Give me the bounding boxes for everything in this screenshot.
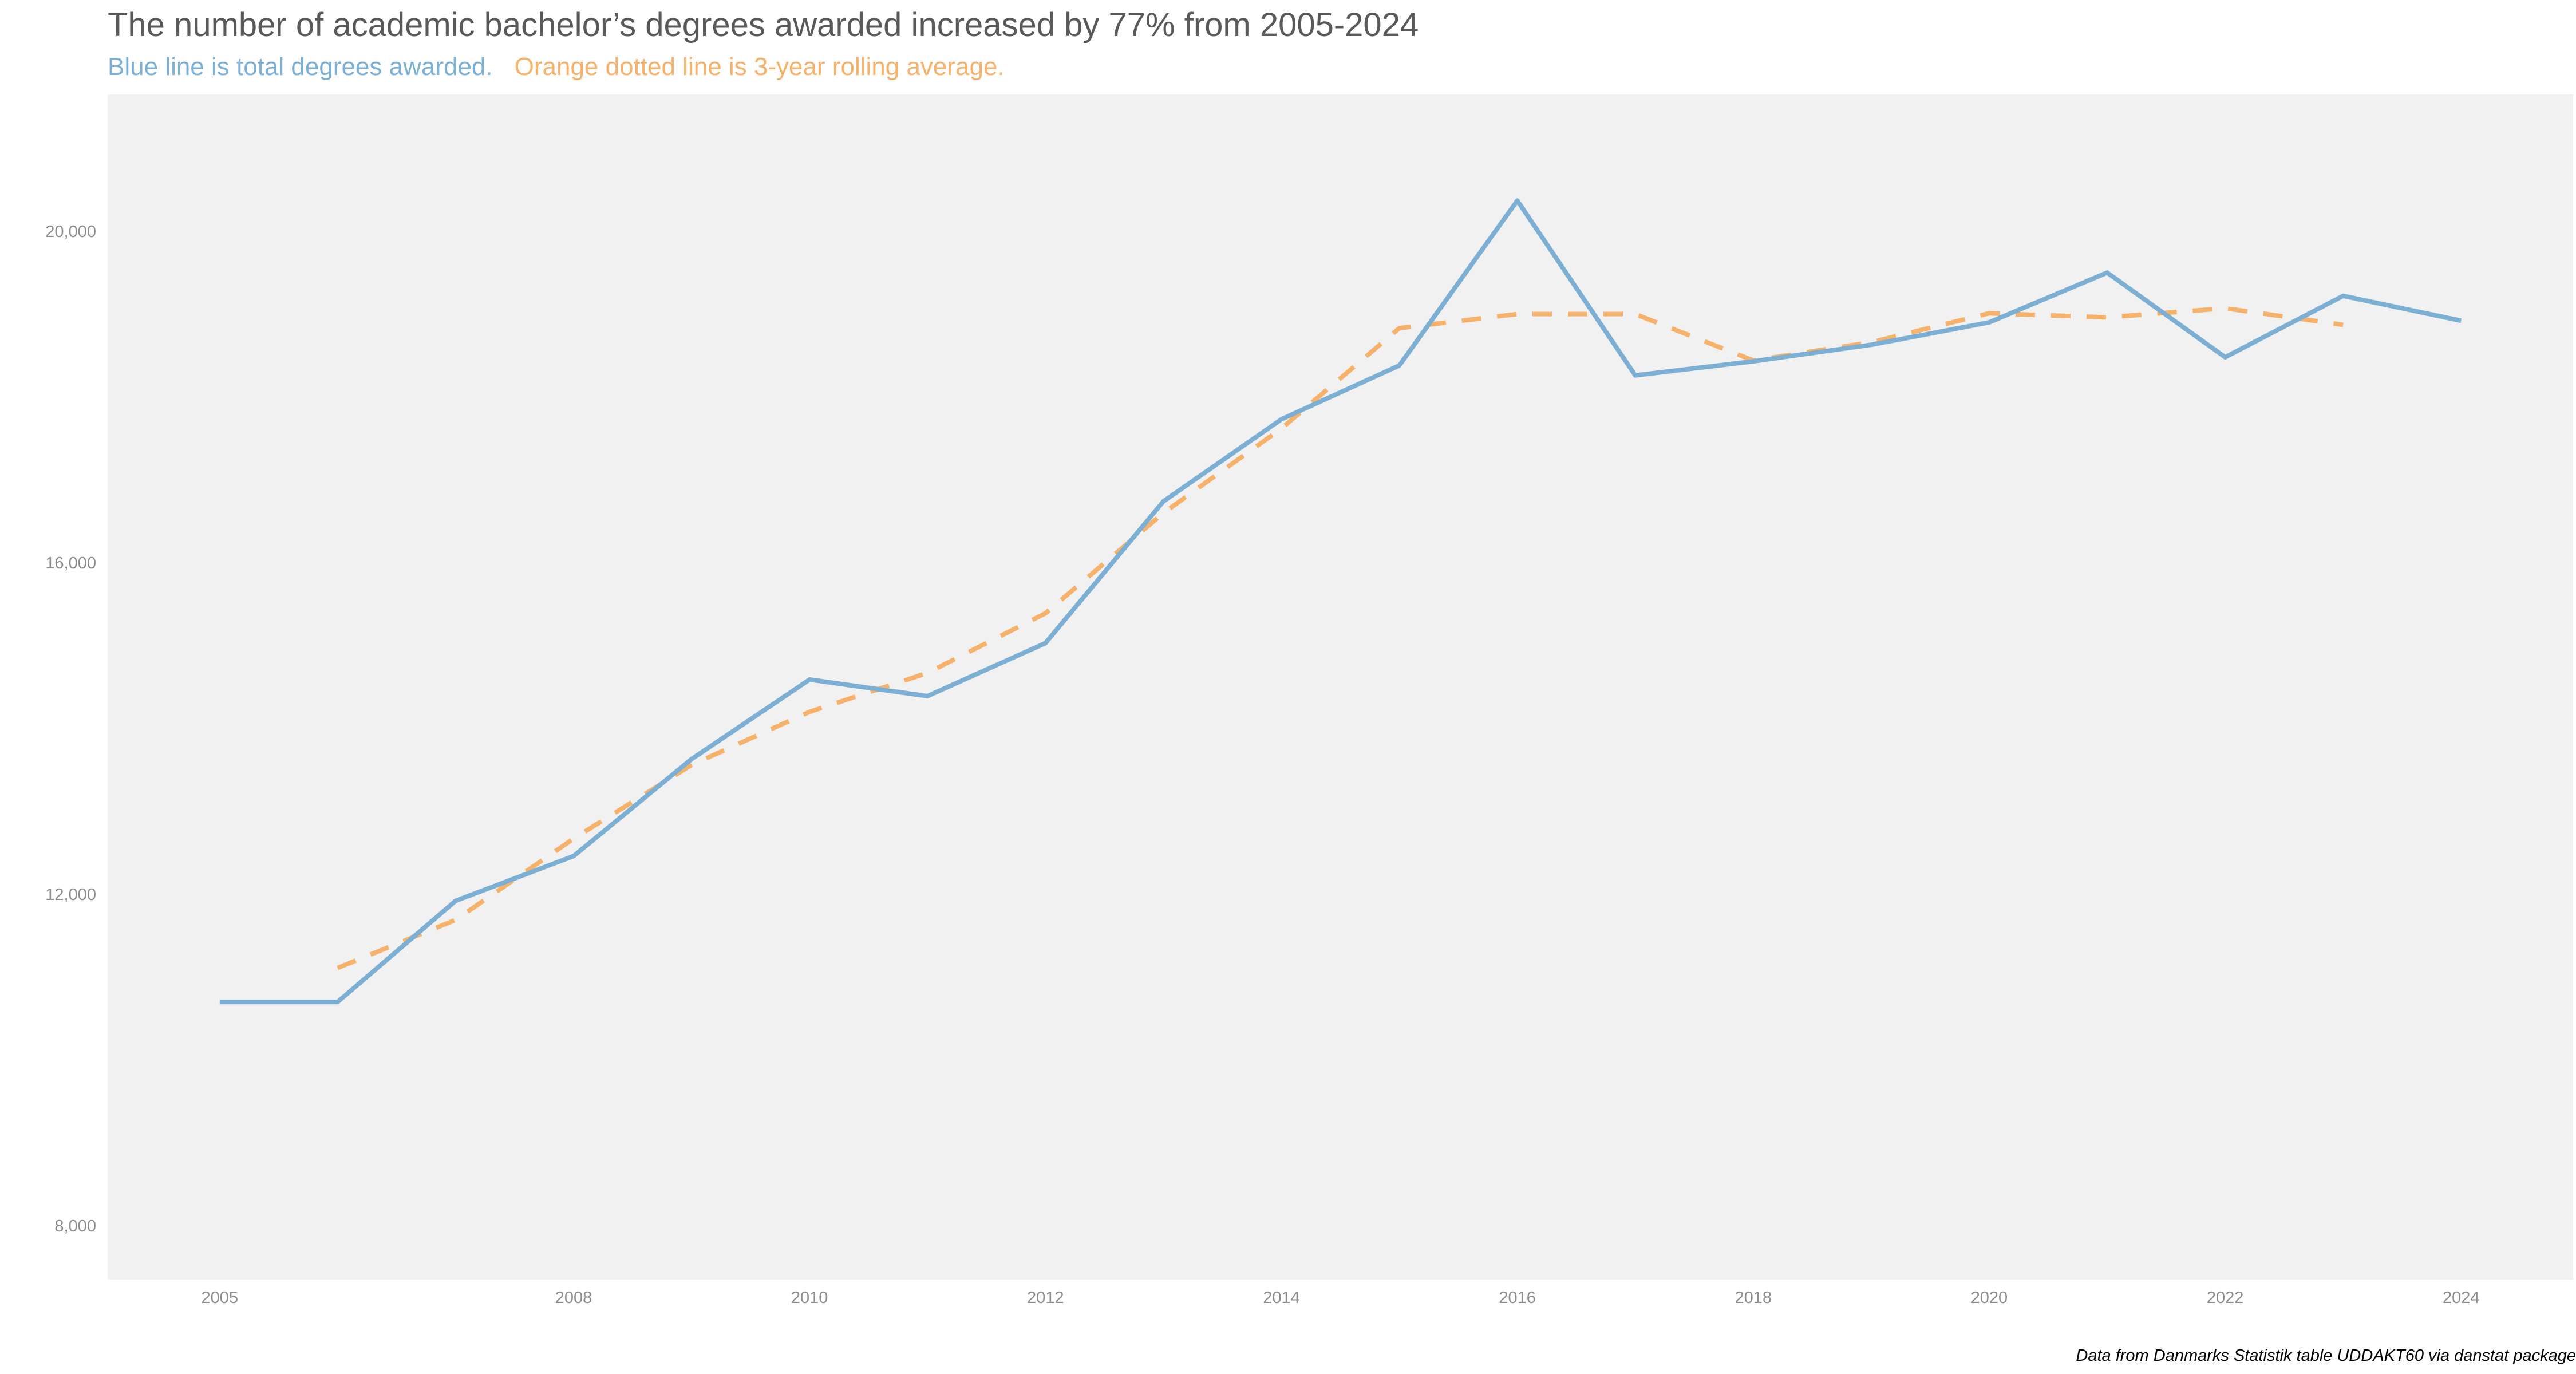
subtitle-rolling-average: Orange dotted line is 3-year rolling ave…	[514, 53, 1005, 81]
x-tick-label: 2014	[1263, 1289, 1300, 1307]
x-tick-label: 2005	[202, 1289, 239, 1307]
y-tick-label: 12,000	[45, 886, 96, 904]
total-degrees-line	[219, 198, 2462, 1005]
x-tick-label: 2018	[1735, 1289, 1772, 1307]
y-tick-label: 8,000	[54, 1217, 96, 1235]
x-tick-label: 2024	[2443, 1289, 2480, 1307]
x-tick-label: 2012	[1027, 1289, 1064, 1307]
y-tick-label: 16,000	[45, 554, 96, 572]
series-layer	[219, 198, 2462, 1005]
x-tick-label: 2008	[555, 1289, 592, 1307]
plot-panel	[108, 94, 2573, 1280]
y-tick-label: 20,000	[45, 223, 96, 241]
x-tick-label: 2016	[1499, 1289, 1536, 1307]
x-axis: 2005 2008 2010 2012 2014 2016 2018 2020 2022 2024	[202, 1289, 2480, 1307]
x-tick-label: 2020	[1971, 1289, 2008, 1307]
x-tick-label: 2010	[791, 1289, 828, 1307]
x-tick-label: 2022	[2207, 1289, 2244, 1307]
y-axis: 8,000 12,000 16,000 20,000	[45, 223, 96, 1235]
rolling-average-line	[337, 306, 2344, 970]
chart-subtitle: Blue line is total degrees awarded. Orang…	[108, 53, 1005, 81]
chart-title: The number of academic bachelor’s degree…	[108, 6, 1419, 44]
subtitle-total-degrees: Blue line is total degrees awarded.	[108, 53, 493, 81]
chart-caption: Data from Danmarks Statistik table UDDAK…	[2076, 1347, 2576, 1365]
